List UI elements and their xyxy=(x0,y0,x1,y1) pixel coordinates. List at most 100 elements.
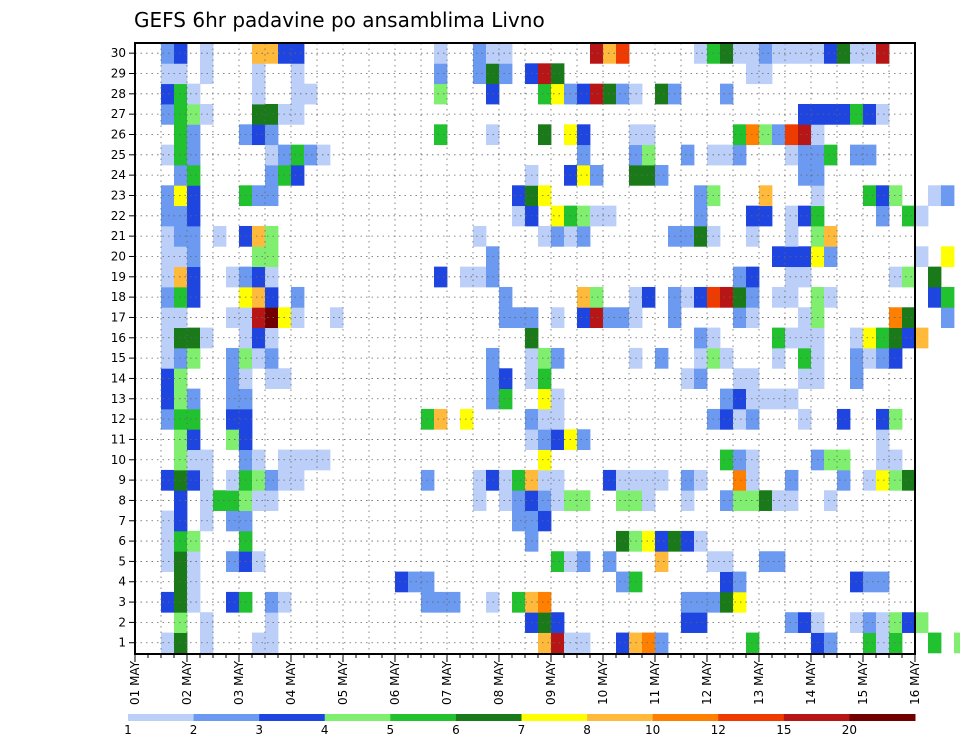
heatmap-cell xyxy=(941,185,955,207)
heatmap-cell xyxy=(720,388,734,410)
heatmap-cell xyxy=(551,83,565,105)
heatmap-cell xyxy=(161,632,175,654)
heatmap-cell xyxy=(759,185,773,207)
heatmap-cell xyxy=(902,307,916,329)
heatmap-cell xyxy=(655,551,669,572)
heatmap-cell xyxy=(265,225,279,247)
heatmap-cell xyxy=(720,144,734,166)
heatmap-cell xyxy=(785,43,799,64)
heatmap-cell xyxy=(746,225,760,247)
heatmap-cell xyxy=(265,103,279,125)
heatmap-cell xyxy=(785,388,799,410)
heatmap-cell xyxy=(265,164,279,186)
heatmap-cell xyxy=(863,571,877,593)
heatmap-cell xyxy=(226,347,240,369)
y-tick-label: 7 xyxy=(118,514,126,528)
heatmap-cell xyxy=(577,632,591,654)
heatmap-cell xyxy=(590,205,604,227)
heatmap-cell xyxy=(824,286,838,308)
heatmap-cell xyxy=(733,124,747,146)
colorbar-label: 15 xyxy=(776,723,791,737)
heatmap-cell xyxy=(174,205,188,227)
heatmap-cell xyxy=(655,347,669,369)
heatmap-cell xyxy=(577,225,591,247)
heatmap-cell xyxy=(746,286,760,308)
heatmap-cell xyxy=(720,490,734,511)
x-tick-label: 04 MAY xyxy=(284,660,298,705)
heatmap-cell xyxy=(187,124,201,146)
heatmap-cell xyxy=(252,124,266,146)
heatmap-cell xyxy=(187,83,201,105)
colorbar: 1 2 3 4 5 6 7 8 10 12 15 20 xyxy=(124,714,916,737)
heatmap-cell xyxy=(174,408,188,430)
heatmap-cell xyxy=(226,591,240,613)
heatmap-cell xyxy=(538,449,552,471)
heatmap-cell xyxy=(824,632,838,654)
heatmap-cell xyxy=(928,632,942,654)
y-tick-label: 15 xyxy=(111,351,126,365)
x-tick-label: 06 MAY xyxy=(388,660,402,705)
heatmap-cell xyxy=(252,469,266,491)
heatmap-cell xyxy=(551,307,565,329)
heatmap-cell xyxy=(304,449,318,471)
heatmap-cell xyxy=(733,591,747,613)
heatmap-cell xyxy=(746,388,760,410)
heatmap-cell xyxy=(551,490,565,511)
heatmap-cell xyxy=(187,469,201,491)
heatmap-cell xyxy=(863,144,877,166)
heatmap-cell xyxy=(798,164,812,186)
heatmap-cell xyxy=(187,530,201,552)
y-tick-label: 22 xyxy=(111,209,126,223)
heatmap-cell xyxy=(174,469,188,491)
heatmap-cell xyxy=(551,632,565,654)
heatmap-cell xyxy=(538,429,552,450)
heatmap-cell xyxy=(889,449,903,471)
heatmap-cell xyxy=(538,591,552,613)
heatmap-cell xyxy=(889,612,903,633)
heatmap-cell xyxy=(317,144,331,166)
colorbar-label: 5 xyxy=(387,723,395,737)
heatmap-cell xyxy=(161,63,175,85)
heatmap-cell xyxy=(876,469,890,491)
heatmap-cell xyxy=(473,266,487,288)
heatmap-cell xyxy=(837,469,851,491)
heatmap-cell xyxy=(746,43,760,64)
heatmap-cell xyxy=(824,449,838,471)
heatmap-cell xyxy=(759,551,773,572)
heatmap-cell xyxy=(733,43,747,64)
colorbar-swatch xyxy=(324,714,391,721)
heatmap-cell xyxy=(785,286,799,308)
heatmap-cell xyxy=(538,612,552,633)
y-tick-label: 3 xyxy=(118,595,126,609)
colorbar-swatch xyxy=(455,714,522,721)
heatmap-cell xyxy=(928,266,942,288)
heatmap-cell xyxy=(902,612,916,633)
heatmap-cell xyxy=(655,469,669,491)
heatmap-cell xyxy=(616,490,630,511)
heatmap-cell xyxy=(590,43,604,64)
heatmap-cell xyxy=(460,266,474,288)
heatmap-cell xyxy=(499,43,513,64)
heatmap-cell xyxy=(915,205,929,227)
y-tick-label: 13 xyxy=(111,392,126,406)
heatmap-cell xyxy=(720,449,734,471)
heatmap-cell xyxy=(174,185,188,207)
heatmap-cell xyxy=(603,83,617,105)
heatmap-cell xyxy=(824,490,838,511)
heatmap-cell xyxy=(174,43,188,64)
heatmap-cell xyxy=(265,307,279,329)
heatmap-cell xyxy=(161,307,175,329)
heatmap-cell xyxy=(291,286,305,308)
y-tick-label: 2 xyxy=(118,615,126,629)
colorbar-swatch xyxy=(718,714,785,721)
heatmap-cell xyxy=(902,266,916,288)
heatmap-cell xyxy=(538,368,552,390)
heatmap-cell xyxy=(174,388,188,410)
heatmap-cell xyxy=(798,205,812,227)
heatmap-cell xyxy=(174,551,188,572)
heatmap-cell xyxy=(889,347,903,369)
heatmap-cell xyxy=(876,347,890,369)
colorbar-label: 12 xyxy=(711,723,726,737)
y-tick-label: 16 xyxy=(111,331,126,345)
heatmap-cell xyxy=(174,246,188,268)
